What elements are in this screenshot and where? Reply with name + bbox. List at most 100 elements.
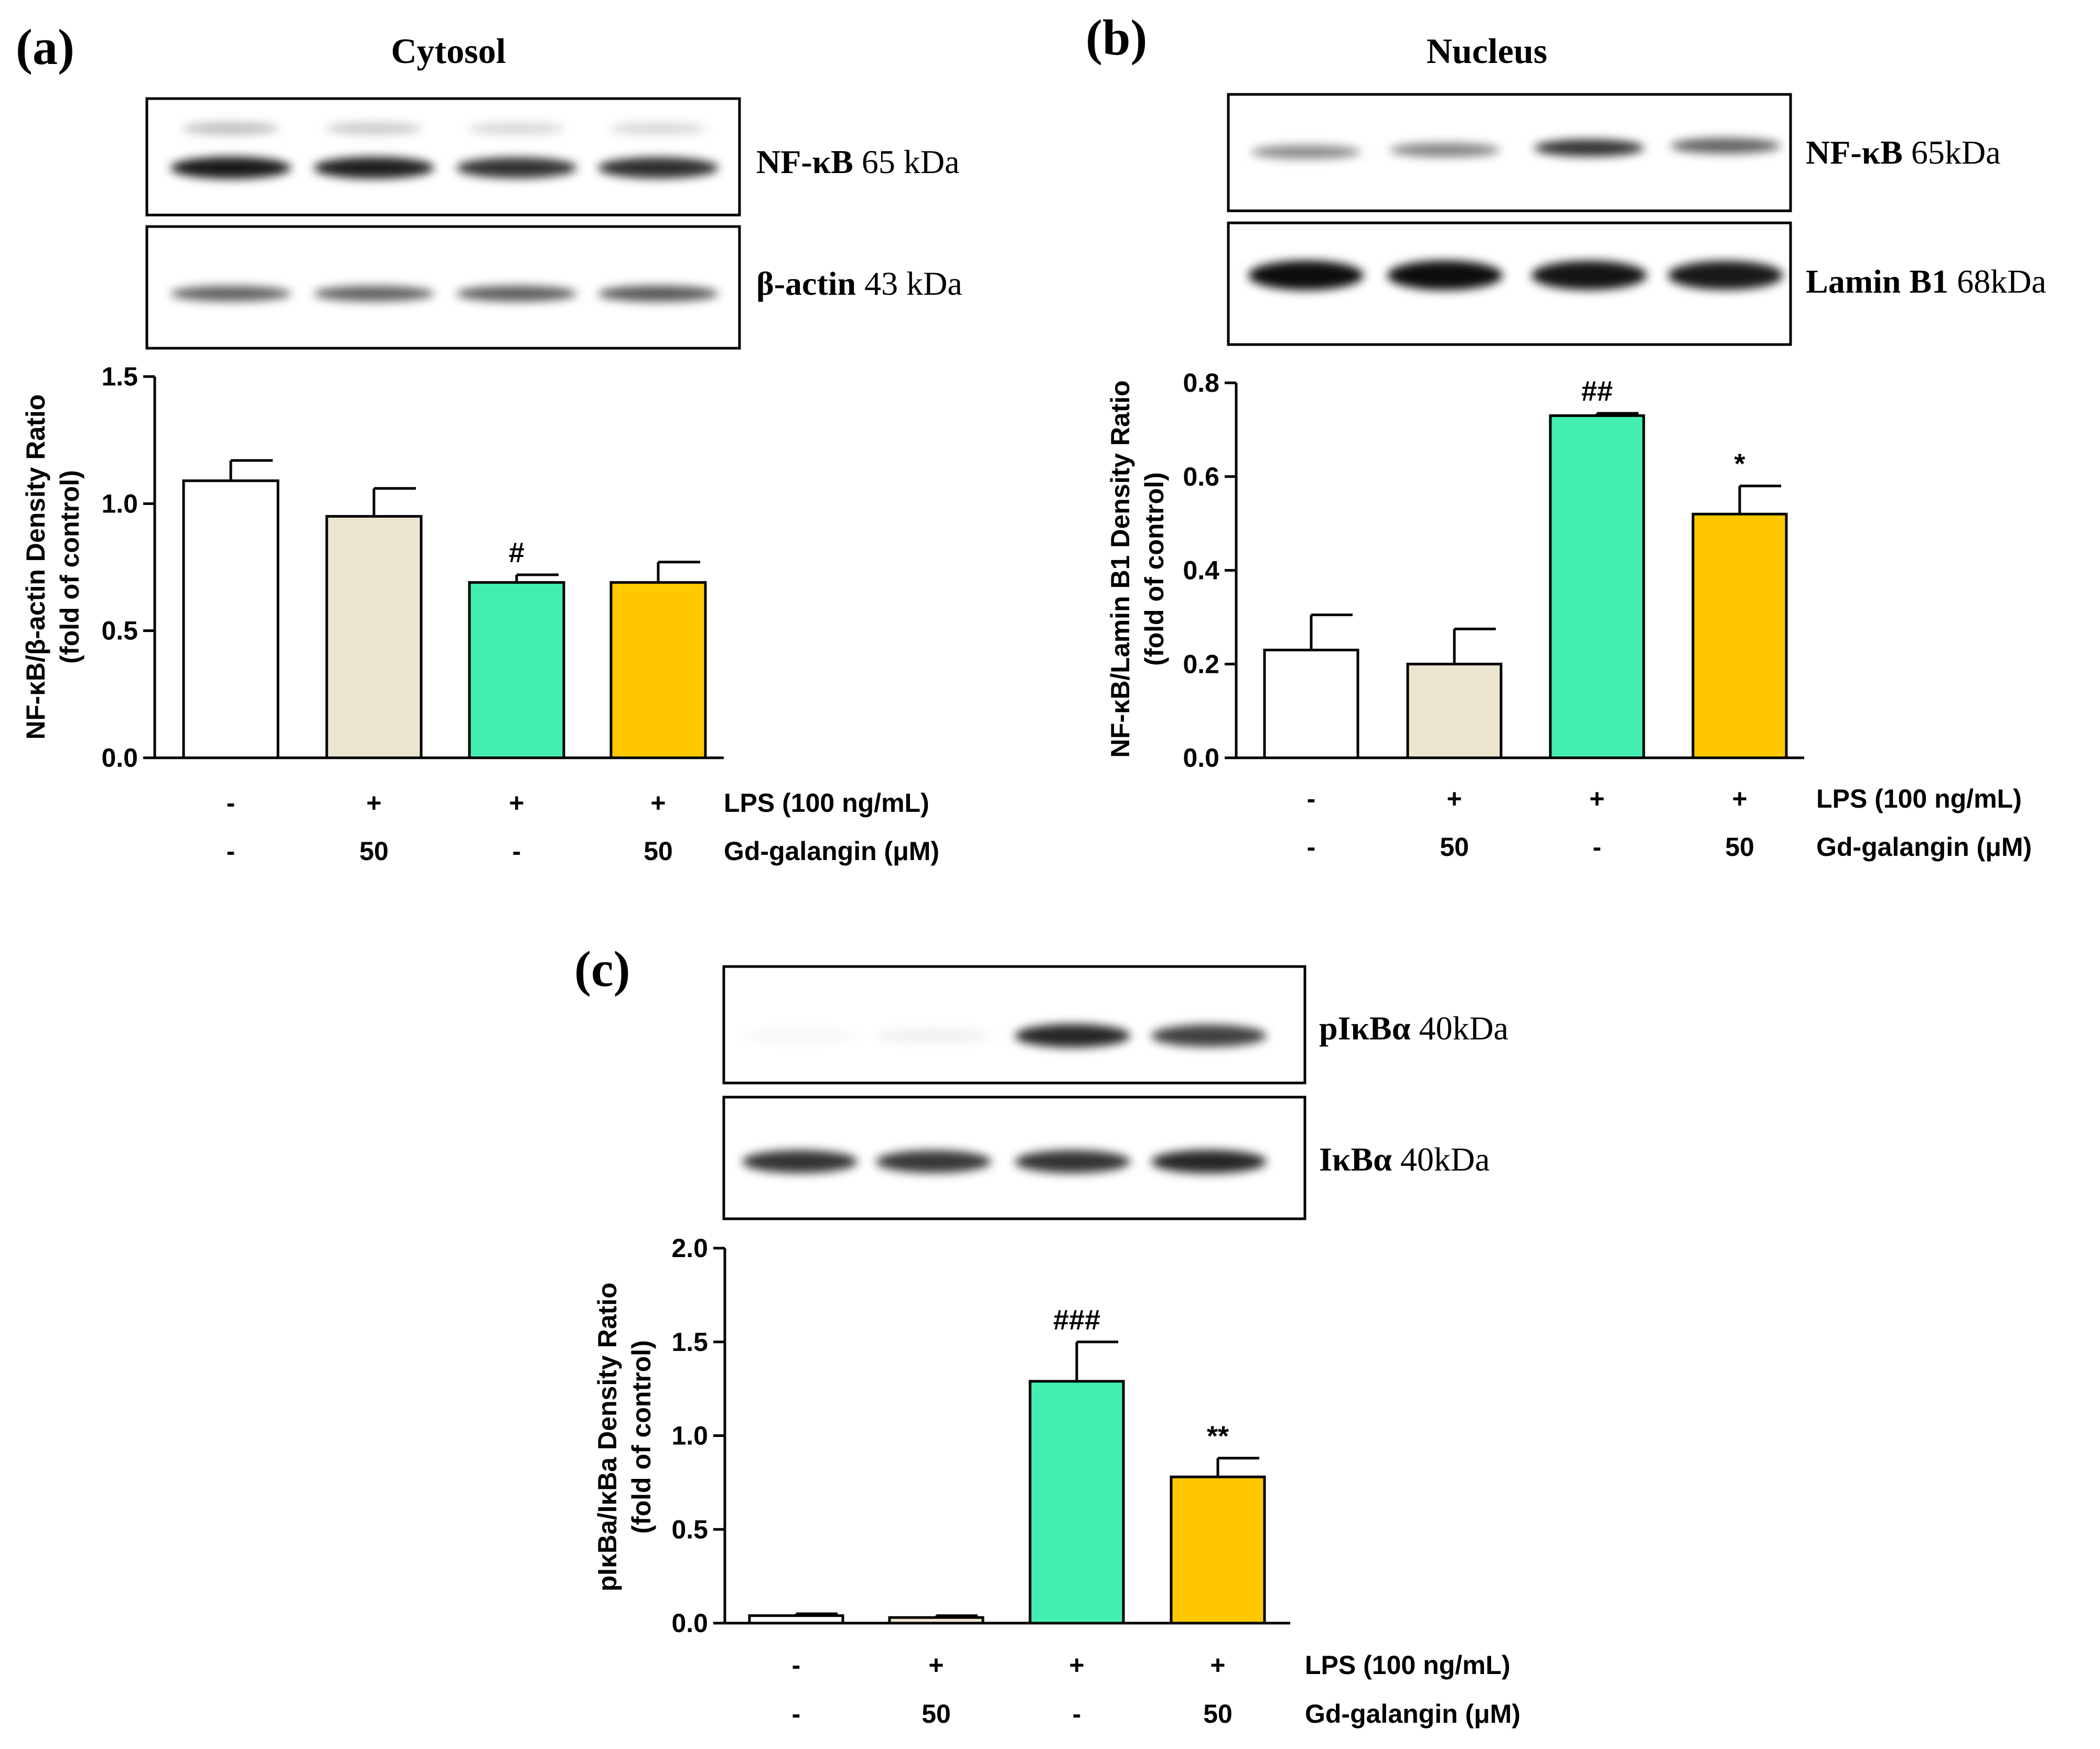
chart-a: 0.0 0.5 1.0 1.5 # [101, 362, 724, 772]
bar [325, 515, 423, 759]
band [1531, 261, 1647, 290]
blot-b2-protein: Lamin B1 [1806, 263, 1948, 300]
blot-frame-overlay [722, 965, 1306, 1085]
panel-b-label: (b) [1086, 9, 1147, 66]
band [598, 157, 719, 179]
blot-a2-lanes [170, 285, 719, 302]
bar [468, 581, 565, 759]
blot-frame-overlay [1227, 93, 1792, 212]
y-tick-label: 0.0 [101, 743, 138, 772]
chart-c: 0.0 0.5 1.0 1.5 2.0 ### ** [671, 1233, 1290, 1638]
blot-frame-overlay [145, 225, 741, 350]
chart-a-ylabel-1: NF-κB/β-actin Density Ratio [21, 394, 50, 739]
condition-lps-value: + [509, 788, 524, 818]
cond-c-gd-label: Gd-galangin (μM) [1305, 1699, 1520, 1729]
panel-a-title: Cytosol [391, 31, 506, 71]
condition-gd-value: 50 [1725, 832, 1754, 862]
y-tick-label: 1.0 [671, 1421, 708, 1451]
band [1151, 1024, 1267, 1047]
band [742, 1028, 858, 1043]
y-tick-label: 0.0 [1183, 743, 1219, 772]
band [1390, 143, 1500, 157]
y-tick-label: 0.2 [1183, 649, 1219, 679]
band [456, 157, 577, 179]
condition-lps-value: - [227, 788, 235, 818]
panel-a-blots [145, 97, 741, 350]
chart-c-ylabel-2: (fold of control) [627, 1340, 656, 1533]
y-tick-label: 1.0 [101, 489, 138, 518]
band [876, 1028, 991, 1043]
band [170, 156, 291, 179]
blot-c2-protein: IκBα [1319, 1141, 1392, 1178]
y-tick-label: 0.8 [1183, 368, 1219, 398]
condition-gd-value: 50 [359, 836, 389, 866]
blot-a2-label: β-actin 43 kDa [756, 265, 962, 302]
blot-c1-protein: pIκBα [1319, 1010, 1411, 1047]
blot-c2-lanes [742, 1150, 1267, 1174]
band [876, 1150, 991, 1173]
blot-a2-size: 43 kDa [864, 265, 962, 302]
blot-b1-lanes [1251, 138, 1781, 159]
band [314, 157, 434, 179]
y-tick-label: 0.0 [671, 1608, 708, 1638]
cond-b-lps-label: LPS (100 ng/mL) [1816, 784, 2022, 813]
band [1387, 260, 1503, 291]
condition-lps-value: - [1307, 784, 1316, 813]
condition-lps-value: + [650, 788, 666, 818]
blot-a1-label: NF-κB 65 kDa [756, 143, 959, 180]
blot-frame-overlay [145, 97, 741, 217]
bar [1170, 1475, 1266, 1625]
condition-gd-value: 50 [1203, 1699, 1233, 1729]
y-tick-label: 1.5 [671, 1327, 708, 1357]
condition-gd-value: 50 [644, 836, 673, 866]
band [170, 286, 291, 302]
blot-c1-lanes [742, 1024, 1267, 1048]
blot-a2-protein: β-actin [756, 265, 856, 302]
panel-a-label: (a) [16, 19, 74, 75]
bar [1028, 1380, 1125, 1625]
y-tick-label: 0.5 [671, 1515, 708, 1544]
blot-a1-size: 65 kDa [862, 143, 960, 180]
band-upper [326, 122, 422, 135]
condition-gd-value: - [1593, 832, 1602, 862]
blot-a1-frame [145, 97, 741, 217]
condition-lps-value: + [1210, 1650, 1225, 1680]
panel-a: (a) Cytosol NF-κB 65 kDa β-actin 43 kDa … [16, 19, 962, 866]
band [1151, 1150, 1267, 1174]
significance-label: ### [1053, 1304, 1100, 1336]
blot-c1-label: pIκBα 40kDa [1319, 1010, 1508, 1047]
significance-label: ## [1581, 375, 1613, 407]
condition-gd-value: - [1073, 1699, 1081, 1729]
band [598, 285, 719, 302]
conditions-c: LPS (100 ng/mL) Gd-galangin (μM) - + + + - 50… [792, 1650, 1520, 1729]
condition-gd-value: 50 [922, 1699, 951, 1729]
chart-a-ylabel-2: (fold of control) [55, 470, 84, 663]
panel-c-blots [722, 965, 1306, 1220]
band [742, 1150, 858, 1173]
significance-label: # [509, 537, 524, 568]
blot-c2-size: 40kDa [1400, 1141, 1490, 1178]
blot-c1-size: 40kDa [1419, 1010, 1508, 1047]
band [1670, 138, 1781, 154]
cond-a-lps-label: LPS (100 ng/mL) [724, 788, 929, 818]
blot-c2-label: IκBα 40kDa [1319, 1141, 1490, 1178]
panel-c: (c) pIκBα 40kDa IκBα 40kDa 0.0 0.5 1.0 1.5 2… [574, 941, 1520, 1729]
y-tick-label: 0.4 [1183, 556, 1219, 585]
bar [1549, 414, 1645, 759]
condition-lps-value: + [928, 1650, 944, 1680]
y-tick-label: 0.6 [1183, 462, 1219, 491]
y-tick-label: 2.0 [671, 1233, 708, 1263]
chart-b: 0.0 0.2 0.4 0.6 0.8 ## * [1183, 368, 1804, 772]
bar [888, 1616, 984, 1625]
chart-b-ylabel-2: (fold of control) [1140, 472, 1169, 666]
bar [1263, 648, 1359, 759]
y-tick-label: 0.5 [101, 616, 138, 646]
chart-c-ylabel-1: pIκBa/IκBa Density Ratio [593, 1282, 622, 1591]
blot-b1-protein: NF-κB [1806, 134, 1903, 171]
band [1668, 261, 1783, 290]
condition-lps-value: + [1447, 784, 1462, 813]
condition-lps-value: + [366, 788, 381, 818]
condition-gd-value: 50 [1440, 832, 1469, 862]
band [456, 285, 577, 302]
